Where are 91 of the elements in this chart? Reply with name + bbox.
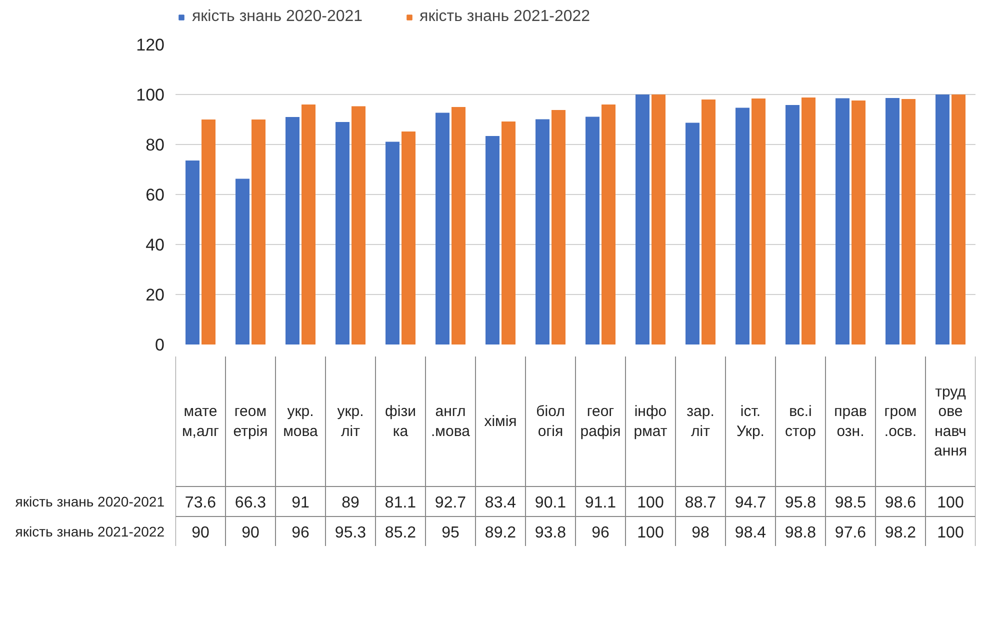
data-label: 85.2 (384, 524, 416, 542)
data-label: 100 (637, 494, 664, 512)
data-label: 98.5 (834, 494, 866, 512)
bar (302, 104, 316, 344)
data-label: 100 (937, 524, 964, 542)
bar (752, 98, 766, 344)
bar (536, 119, 550, 344)
x-tick-label: матем,алг (182, 403, 220, 440)
data-label: 100 (937, 494, 964, 512)
x-tick-label: біологія (536, 403, 565, 440)
bar (736, 108, 750, 344)
x-tick-label: англ.мова (431, 403, 471, 440)
data-label: 89 (342, 494, 360, 512)
bar (886, 98, 900, 344)
data-label: 100 (637, 524, 664, 542)
bar (286, 117, 300, 344)
x-tick-label: укр.мова (283, 403, 319, 440)
bar (602, 104, 616, 344)
data-label: 98.2 (884, 524, 916, 542)
bar (836, 98, 850, 344)
bar (202, 120, 216, 344)
data-label: 98.4 (734, 524, 766, 542)
bar (352, 106, 366, 344)
text: якість знань 2021-2022 (15, 524, 165, 540)
bar (236, 178, 250, 344)
legend-label: якість знань 2020-2021 (192, 8, 363, 26)
bar (652, 94, 666, 344)
data-label: 73.6 (184, 494, 216, 512)
bar (802, 98, 816, 344)
data-label: 96 (592, 524, 610, 542)
x-tick-label: іст.Укр. (736, 403, 764, 440)
bar (386, 142, 400, 344)
data-label: 98.6 (884, 494, 916, 512)
data-label: 98.8 (784, 524, 816, 542)
x-tick-label: правозн. (834, 403, 867, 440)
y-tick-label: 80 (146, 136, 165, 154)
data-label: 98 (692, 524, 710, 542)
bar (436, 112, 450, 344)
x-tick-label: укр.літ (337, 403, 364, 440)
x-tick-label: трудове навчання (934, 384, 968, 460)
x-tick-label: фізика (385, 403, 416, 440)
bar (902, 99, 916, 344)
data-label: 96 (292, 524, 310, 542)
data-label: 91 (292, 494, 310, 512)
data-label: 90 (242, 524, 260, 542)
data-label: 95.3 (334, 524, 366, 542)
bar (502, 122, 516, 344)
bar (402, 132, 416, 344)
bar (702, 100, 716, 344)
bar (636, 94, 650, 344)
x-tick-label: гром.осв. (884, 403, 917, 440)
data-label: 92.7 (434, 494, 466, 512)
data-label: 81.1 (384, 494, 416, 512)
y-tick-label: 100 (136, 86, 165, 104)
x-tick-label: геометрія (233, 403, 268, 440)
data-label: 97.6 (834, 524, 866, 542)
data-label: 95 (442, 524, 460, 542)
bar (336, 122, 350, 344)
bar (552, 110, 566, 344)
text: якість знань 2020-2021 (15, 494, 165, 510)
bar (186, 160, 200, 344)
bar (852, 100, 866, 344)
y-tick-label: 0 (155, 336, 165, 354)
data-label: 90.1 (534, 494, 566, 512)
y-tick-label: 60 (146, 186, 165, 204)
data-label: 90 (192, 524, 210, 542)
data-label: 83.4 (484, 494, 516, 512)
data-label: 95.8 (784, 494, 816, 512)
bar (952, 94, 966, 344)
data-label: 88.7 (684, 494, 716, 512)
bar (786, 105, 800, 344)
x-tick-label: вс.істор (785, 403, 816, 440)
bar (586, 116, 600, 344)
data-label: 94.7 (734, 494, 766, 512)
y-tick-label: 20 (146, 286, 165, 304)
data-label: 93.8 (534, 524, 566, 542)
bar (486, 136, 500, 344)
y-tick-label: 40 (146, 236, 165, 254)
bar (252, 120, 266, 344)
x-tick-label: інформат (634, 403, 668, 440)
bar (936, 94, 950, 344)
data-label: 89.2 (484, 524, 516, 542)
data-label: 66.3 (234, 494, 266, 512)
bar (686, 122, 700, 344)
y-tick-label: 120 (136, 36, 165, 54)
x-tick-label: географія (580, 403, 621, 440)
bar (452, 107, 466, 344)
x-tick-label: зар.літ (686, 403, 714, 440)
data-label: 91.1 (584, 494, 616, 512)
x-tick-label: хімія (484, 413, 517, 430)
legend-label: якість знань 2021-2022 (420, 8, 590, 26)
